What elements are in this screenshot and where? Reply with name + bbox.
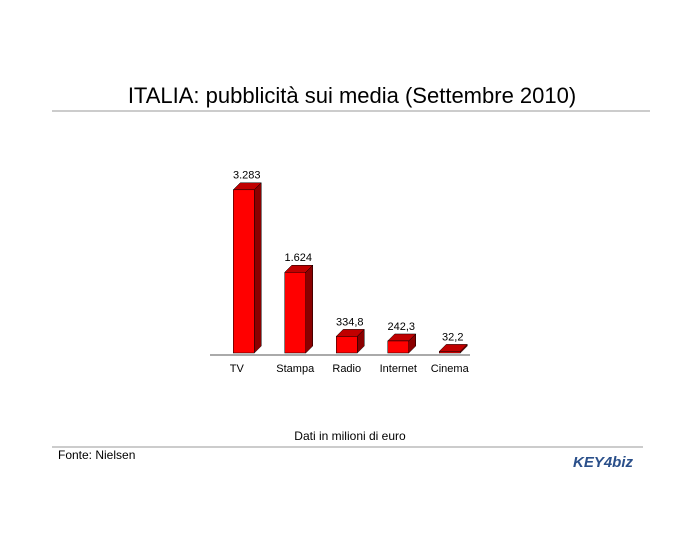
bar-side [254, 182, 262, 354]
value-label: 32,2 [442, 331, 463, 343]
bar [336, 336, 358, 354]
value-label: 334,8 [336, 316, 364, 328]
x-tick-label: Cinema [431, 363, 470, 375]
x-tick-label: Internet [380, 363, 417, 375]
value-label: 1.624 [284, 252, 312, 264]
value-label: 3.283 [233, 170, 261, 182]
bar-side [305, 264, 313, 354]
note: Dati in milioni di euro [294, 429, 406, 443]
logo: KEY4biz [573, 454, 634, 471]
x-tick-label: Stampa [276, 363, 315, 375]
bar [284, 272, 306, 354]
bar [387, 340, 409, 354]
chart-title: ITALIA: pubblicità sui media (Settembre … [128, 83, 576, 108]
bar [233, 189, 255, 354]
source: Fonte: Nielsen [58, 448, 135, 462]
x-tick-label: TV [230, 363, 245, 375]
value-label: 242,3 [387, 321, 415, 333]
bar [439, 351, 461, 354]
x-tick-label: Radio [332, 363, 361, 375]
